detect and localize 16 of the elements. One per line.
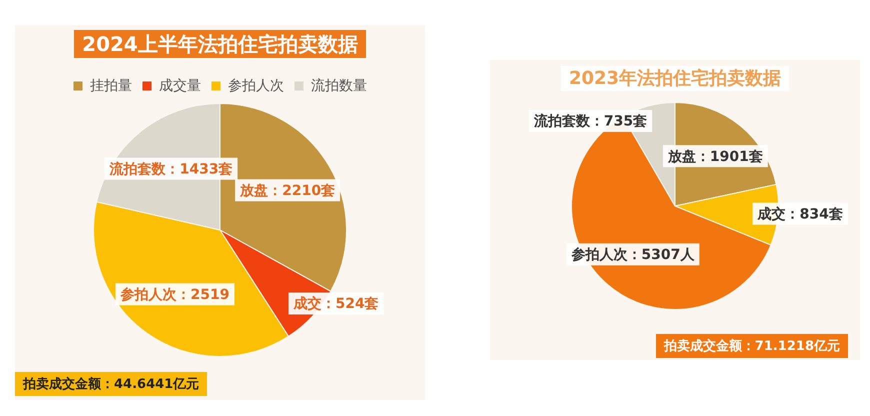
data-label: 参拍人次：5307人 [570,246,696,264]
data-label: 参拍人次：2519 [120,286,230,303]
legend-label: 成交量 [159,76,201,93]
data-label: 成交：524套 [292,295,379,312]
legend-label: 挂拍量 [90,76,132,93]
legend-label: 参拍人次 [228,76,284,93]
chart-title: 2024上半年法拍住宅拍卖数据 [74,30,366,58]
chart-title: 2023年法拍住宅拍卖数据 [560,66,790,91]
text: 拍卖成交金额：44.6441亿元 [15,372,208,396]
legend-label: 流拍数量 [311,76,367,93]
data-label: 流拍套数：1433套 [108,160,233,178]
data-label: 放盘：2210套 [239,182,336,199]
data-label: 流拍套数：735套 [532,112,648,130]
data-label: 成交：834套 [756,205,843,222]
text: 拍卖成交金额：71.1218亿元 [656,334,848,358]
data-label: 放盘：1901套 [666,148,763,165]
